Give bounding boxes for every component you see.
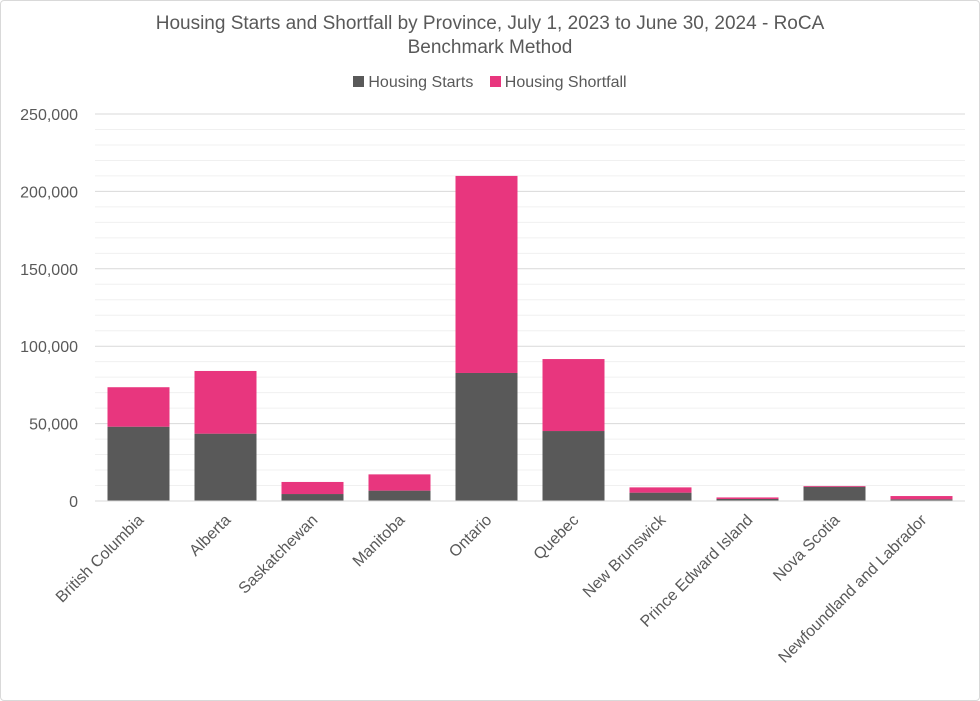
legend-item-shortfall: Housing Shortfall: [489, 74, 627, 92]
chart-title-line-1: Housing Starts and Shortfall by Province…: [155, 13, 825, 34]
bar-shortfall: [542, 359, 605, 432]
bar-starts: [629, 492, 692, 501]
legend-label-shortfall: Housing Shortfall: [504, 74, 627, 91]
y-tick-label: 150,000: [20, 262, 78, 279]
chart-title: Housing Starts and Shortfall by Province…: [0, 12, 980, 60]
bar-starts: [281, 494, 344, 501]
legend-label-starts: Housing Starts: [368, 74, 474, 91]
y-tick-label: 50,000: [29, 417, 78, 434]
bar-shortfall: [194, 370, 257, 434]
bar-shortfall: [281, 481, 344, 495]
x-tick-label: Nova Scotia: [770, 512, 843, 585]
x-tick-label: Alberta: [186, 512, 234, 560]
bar-starts: [716, 498, 779, 501]
bar-starts: [890, 499, 953, 501]
x-tick-label: New Brunswick: [580, 511, 670, 601]
bar-shortfall: [455, 175, 518, 373]
bar-starts: [368, 490, 431, 501]
bar-starts: [194, 433, 257, 501]
legend-swatch-starts: [353, 76, 365, 87]
bar-shortfall: [368, 474, 431, 491]
legend-item-starts: Housing Starts: [353, 74, 473, 92]
x-tick-label: Manitoba: [350, 512, 409, 571]
y-tick-label: 0: [69, 494, 78, 511]
x-tick-label: Newfoundland and Labrador: [776, 511, 931, 666]
legend-swatch-shortfall: [489, 76, 501, 87]
bar-shortfall: [803, 485, 866, 487]
bar-shortfall: [107, 387, 170, 427]
x-tick-label: Ontario: [446, 512, 495, 561]
bar-shortfall: [716, 497, 779, 499]
chart-title-line-2: Benchmark Method: [407, 37, 573, 58]
x-tick-label: British Columbia: [53, 512, 147, 606]
y-tick-label: 200,000: [20, 184, 78, 201]
legend: Housing Starts Housing Shortfall: [0, 74, 980, 92]
bar-starts: [107, 426, 170, 501]
bar-starts: [455, 372, 518, 501]
bar-shortfall: [629, 487, 692, 493]
bar-starts: [803, 486, 866, 501]
y-tick-label: 100,000: [20, 339, 78, 356]
bar-starts: [542, 431, 605, 501]
bar-shortfall: [890, 496, 953, 500]
y-tick-label: 250,000: [20, 107, 78, 124]
x-tick-label: Quebec: [531, 512, 583, 564]
x-tick-label: Saskatchewan: [236, 512, 322, 598]
